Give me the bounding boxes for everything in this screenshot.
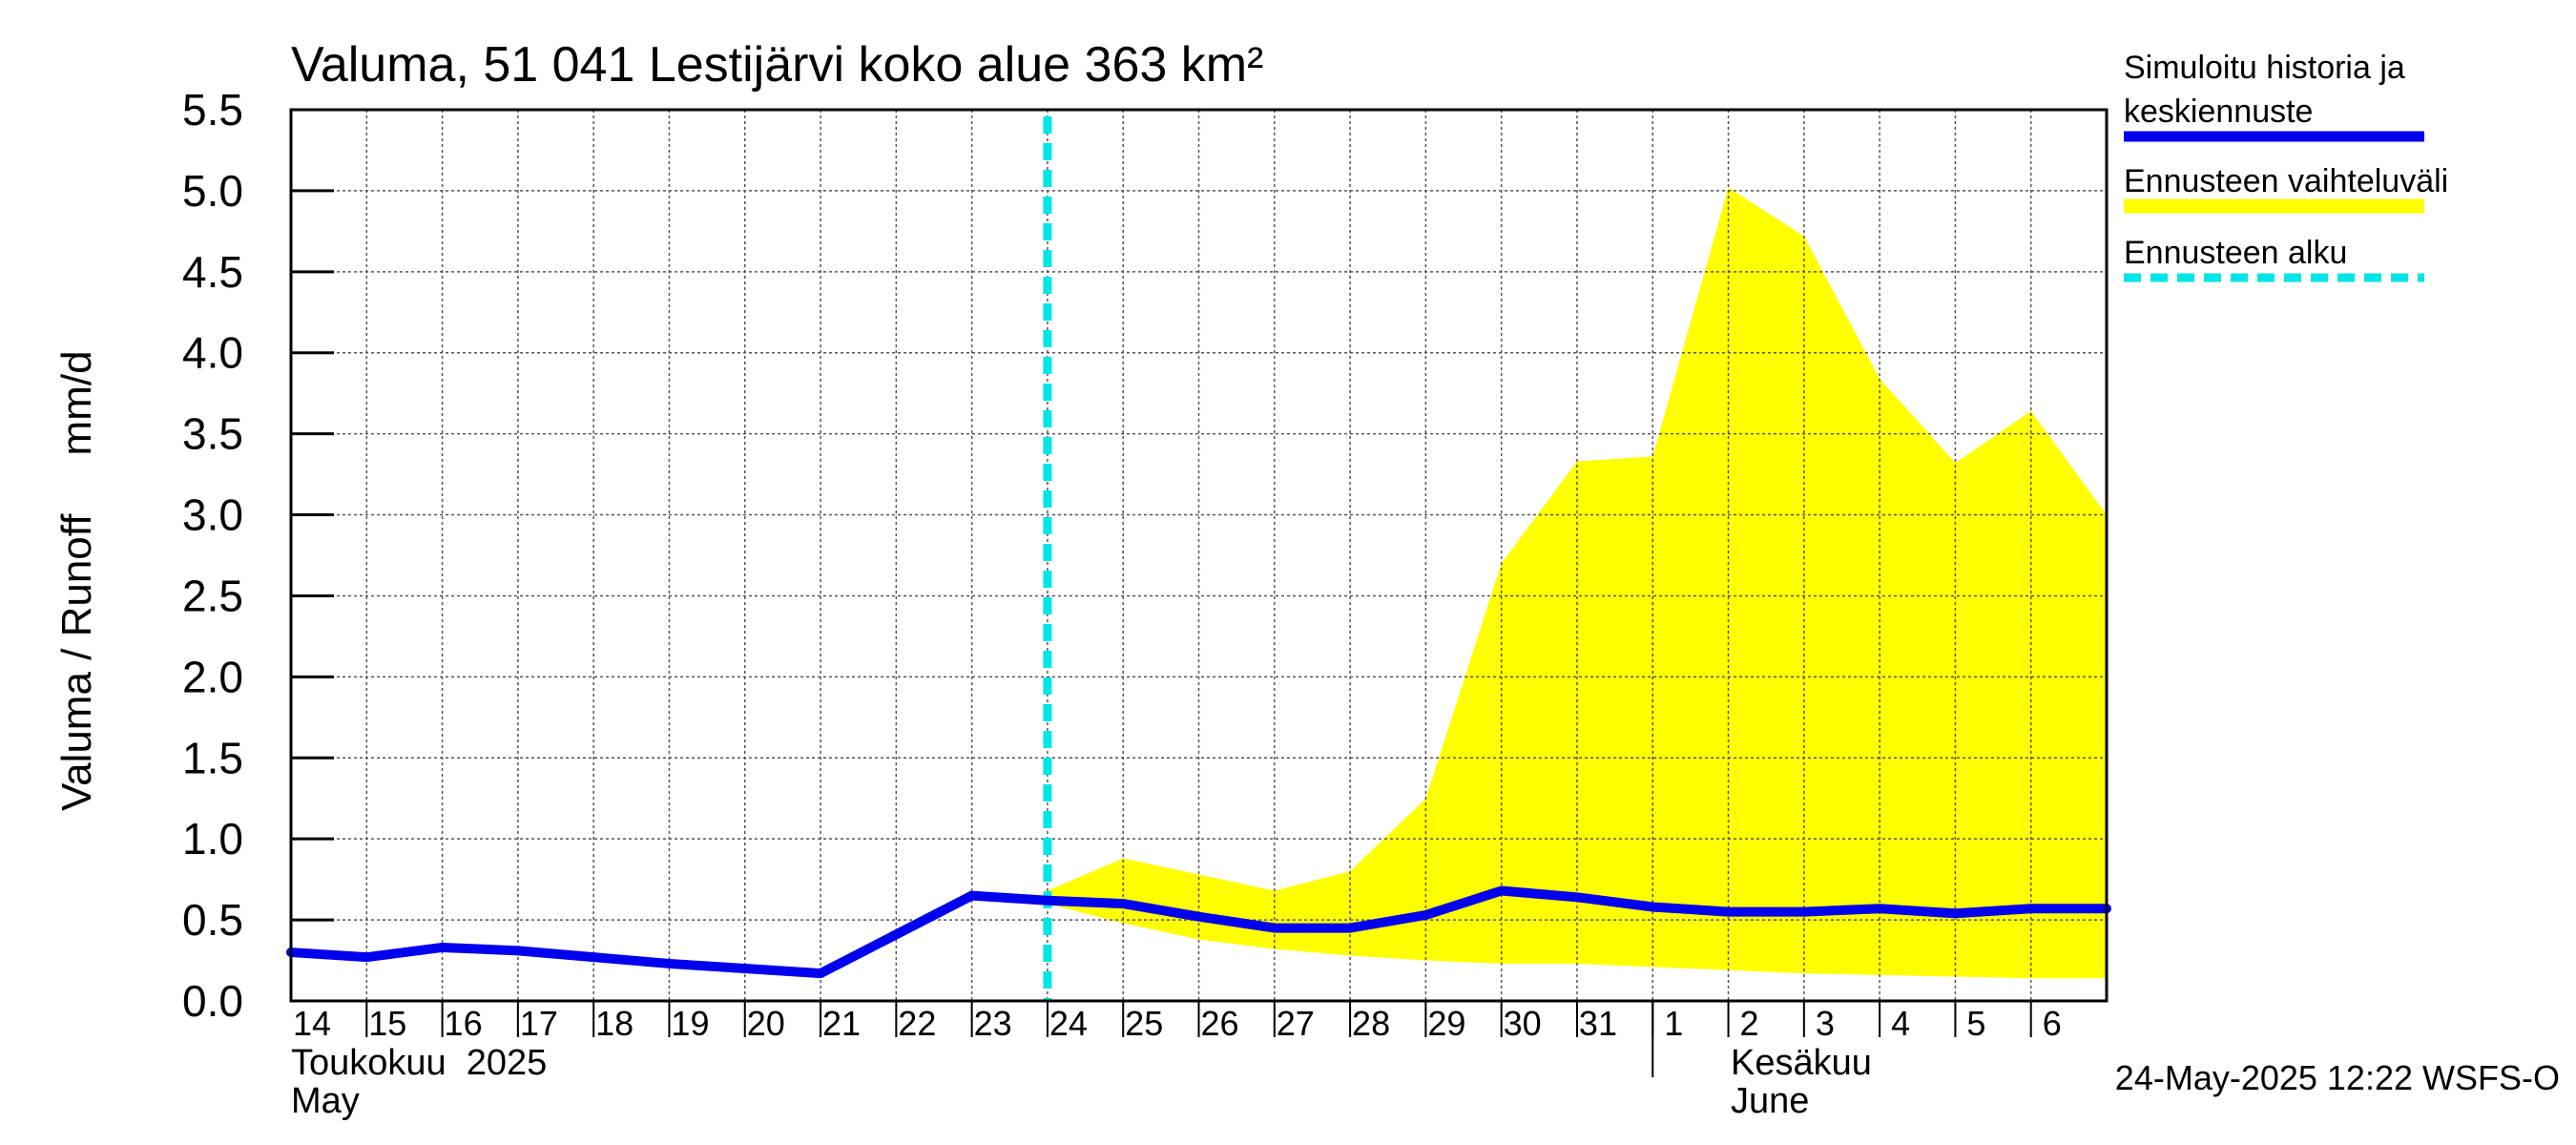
x-tick-label: 5 xyxy=(1966,1004,1985,1043)
x-tick-label: 14 xyxy=(293,1004,331,1043)
legend-label-range: Ennusteen vaihteluväli xyxy=(2124,163,2448,199)
y-tick-label: 0.0 xyxy=(182,976,243,1026)
forecast-range-band xyxy=(1047,187,2107,979)
x-axis-ticks: 14 15 16 17 18 19 20 21 22 23 24 25 26 27 28 29 30 31 1 2 3 4… xyxy=(291,1001,2062,1121)
y-tick-label: 5.0 xyxy=(182,166,243,216)
y-tick-label: 0.5 xyxy=(182,895,243,945)
y-tick-label: 3.0 xyxy=(182,490,243,540)
x-tick-label: 6 xyxy=(2043,1004,2062,1043)
x-tick-label: 20 xyxy=(747,1004,785,1043)
x-tick-label: 29 xyxy=(1427,1004,1465,1043)
x-tick-label: 17 xyxy=(520,1004,558,1043)
y-tick-label: 1.0 xyxy=(182,814,243,864)
chart-grid xyxy=(291,110,2107,1001)
x-tick-label: 19 xyxy=(671,1004,709,1043)
x-tick-label: 18 xyxy=(595,1004,634,1043)
x-tick-label: 25 xyxy=(1125,1004,1163,1043)
legend: Simuloitu historia ja keskiennuste Ennus… xyxy=(2124,50,2448,282)
plot-frame xyxy=(289,108,2109,1003)
x-tick-label: 1 xyxy=(1664,1004,1683,1043)
x-tick-label: 15 xyxy=(368,1004,406,1043)
x-tick-label: 16 xyxy=(445,1004,483,1043)
x-tick-label: 27 xyxy=(1277,1004,1315,1043)
x-tick-label: 22 xyxy=(898,1004,936,1043)
x-tick-label: 2 xyxy=(1740,1004,1759,1043)
x-tick-label: 31 xyxy=(1579,1004,1617,1043)
chart-title: Valuma, 51 041 Lestijärvi koko alue 363 … xyxy=(291,37,1263,93)
legend-label-simulated-line1: Simuloitu historia ja xyxy=(2124,50,2405,86)
y-tick-label: 5.5 xyxy=(182,85,243,135)
x-tick-label: 26 xyxy=(1200,1004,1238,1043)
legend-label-forecast-start: Ennusteen alku xyxy=(2124,235,2347,271)
month-label-en: May xyxy=(291,1081,360,1121)
legend-label-simulated-line2: keskiennuste xyxy=(2124,94,2313,130)
footer-timestamp: 24-May-2025 12:22 WSFS-O xyxy=(2115,1058,2560,1097)
y-tick-label: 2.5 xyxy=(182,571,243,620)
y-tick-label: 1.5 xyxy=(182,733,243,782)
y-axis-label: Valuma / Runoff mm/d xyxy=(53,350,100,811)
y-tick-label: 4.0 xyxy=(182,328,243,378)
x-tick-label: 30 xyxy=(1504,1004,1542,1043)
x-tick-label: 21 xyxy=(822,1004,861,1043)
x-tick-label: 4 xyxy=(1891,1004,1910,1043)
y-tick-label: 4.5 xyxy=(182,247,243,297)
month-label-fi: Kesäkuu xyxy=(1731,1043,1872,1083)
forecast-range-area xyxy=(1047,187,2107,979)
x-tick-label: 3 xyxy=(1816,1004,1835,1043)
y-axis-ticks: 0.0 0.5 1.0 1.5 2.0 2.5 3.0 3.5 4.0 4.5 5.0 5.5 xyxy=(182,85,334,1026)
month-label-en: June xyxy=(1731,1081,1809,1121)
month-label-fi: Toukokuu 2025 xyxy=(291,1043,547,1083)
x-tick-label: 28 xyxy=(1352,1004,1390,1043)
y-tick-label: 2.0 xyxy=(182,652,243,701)
y-tick-label: 3.5 xyxy=(182,409,243,459)
x-tick-label: 24 xyxy=(1049,1004,1088,1043)
x-tick-label: 23 xyxy=(974,1004,1012,1043)
